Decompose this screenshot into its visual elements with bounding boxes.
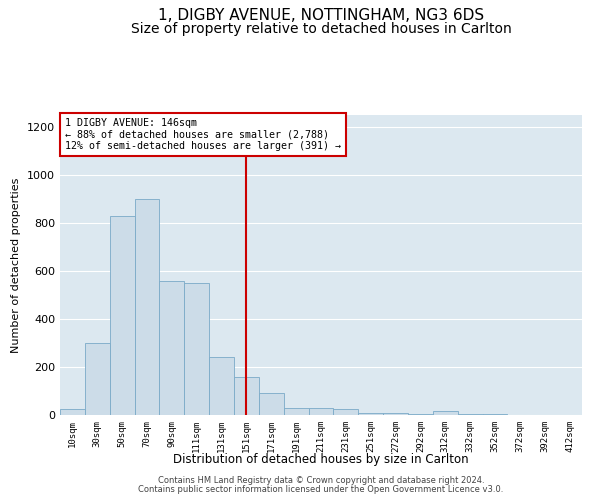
- Text: Size of property relative to detached houses in Carlton: Size of property relative to detached ho…: [131, 22, 511, 36]
- Y-axis label: Number of detached properties: Number of detached properties: [11, 178, 22, 352]
- Text: Distribution of detached houses by size in Carlton: Distribution of detached houses by size …: [173, 452, 469, 466]
- Text: Contains public sector information licensed under the Open Government Licence v3: Contains public sector information licen…: [139, 485, 503, 494]
- Bar: [209, 358, 234, 415]
- Bar: [234, 376, 259, 415]
- Bar: [85, 343, 110, 415]
- Bar: [408, 414, 433, 415]
- Text: Contains HM Land Registry data © Crown copyright and database right 2024.: Contains HM Land Registry data © Crown c…: [158, 476, 484, 485]
- Bar: [358, 413, 383, 415]
- Text: 1 DIGBY AVENUE: 146sqm
← 88% of detached houses are smaller (2,788)
12% of semi-: 1 DIGBY AVENUE: 146sqm ← 88% of detached…: [65, 118, 341, 151]
- Bar: [334, 409, 358, 415]
- Bar: [308, 408, 334, 415]
- Bar: [160, 280, 184, 415]
- Text: 1, DIGBY AVENUE, NOTTINGHAM, NG3 6DS: 1, DIGBY AVENUE, NOTTINGHAM, NG3 6DS: [158, 8, 484, 22]
- Bar: [383, 413, 408, 415]
- Bar: [284, 408, 308, 415]
- Bar: [433, 410, 458, 415]
- Bar: [259, 394, 284, 415]
- Bar: [458, 414, 482, 415]
- Bar: [60, 409, 85, 415]
- Bar: [482, 414, 508, 415]
- Bar: [184, 283, 209, 415]
- Bar: [110, 216, 134, 415]
- Bar: [134, 199, 160, 415]
